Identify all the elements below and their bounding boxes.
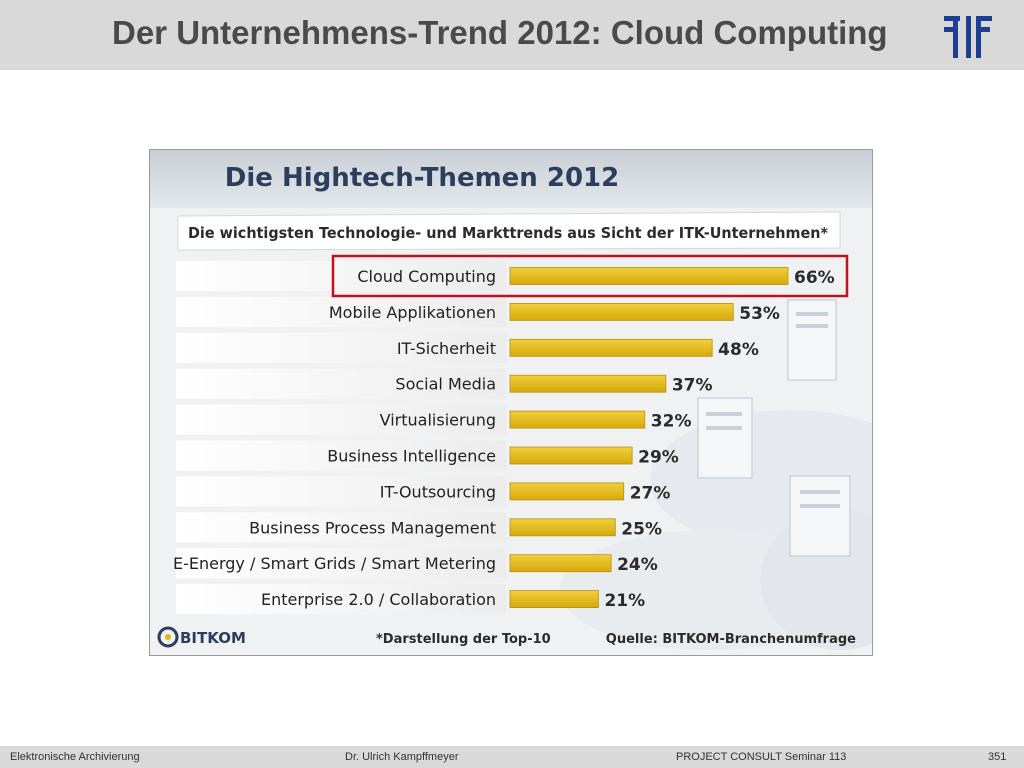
bar-value-label: 24% bbox=[617, 555, 658, 575]
category-row-bg bbox=[176, 332, 506, 363]
category-label: Business Intelligence bbox=[327, 447, 496, 466]
chart-footnote: *Darstellung der Top-10 bbox=[376, 632, 551, 647]
bar-value-label: 48% bbox=[718, 340, 759, 360]
category-row-bg bbox=[176, 476, 506, 507]
bar bbox=[509, 482, 625, 501]
category-label: Mobile Applikationen bbox=[329, 303, 496, 322]
category-label: E-Energy / Smart Grids / Smart Metering bbox=[173, 554, 496, 573]
slide-title: Der Unternehmens-Trend 2012: Cloud Compu… bbox=[112, 14, 888, 51]
slide-footer: Elektronische Archivierung Dr. Ulrich Ka… bbox=[0, 746, 1024, 768]
category-label: Cloud Computing bbox=[357, 267, 496, 286]
bar-value-label: 27% bbox=[630, 483, 671, 503]
category-row-bg bbox=[176, 584, 506, 615]
category-row-bg bbox=[176, 512, 506, 543]
cloud-computing-highlight bbox=[331, 254, 849, 298]
server-illustration-icon bbox=[697, 299, 851, 557]
category-row-bg bbox=[176, 404, 506, 435]
category-label: IT-Outsourcing bbox=[380, 482, 496, 501]
bar bbox=[509, 518, 616, 537]
category-row-bg bbox=[176, 296, 506, 327]
bar-value-label: 21% bbox=[604, 591, 645, 611]
chart-source: Quelle: BITKOM-Branchenumfrage bbox=[606, 632, 856, 647]
category-label: Virtualisierung bbox=[380, 411, 496, 430]
bar bbox=[509, 267, 789, 285]
footer-seminar: PROJECT CONSULT Seminar 113 bbox=[676, 751, 847, 763]
hightech-chart: Die Hightech-Themen 2012 Die wichtigsten… bbox=[150, 150, 872, 655]
category-label: Social Media bbox=[395, 375, 496, 394]
bar-value-label: 29% bbox=[638, 448, 679, 468]
footer-author: Dr. Ulrich Kampffmeyer bbox=[345, 751, 459, 763]
footer-page-number: 351 bbox=[988, 751, 1007, 763]
footer-course: Elektronische Archivierung bbox=[10, 751, 140, 763]
chart-subtitle: Die wichtigsten Technologie- und Markttr… bbox=[188, 224, 828, 242]
bitkom-logo: BITKOM bbox=[157, 626, 246, 648]
bitkom-brand: BITKOM bbox=[180, 629, 246, 647]
category-label: Business Process Management bbox=[249, 518, 496, 537]
category-row-bg bbox=[176, 440, 506, 471]
bar-value-label: 32% bbox=[651, 412, 692, 432]
bar-value-label: 53% bbox=[739, 304, 780, 324]
slide-header: Der Unternehmens-Trend 2012: Cloud Compu… bbox=[0, 0, 1024, 70]
category-label: Enterprise 2.0 / Collaboration bbox=[261, 590, 496, 609]
category-row-bg bbox=[176, 548, 506, 579]
project-consult-logo-icon bbox=[944, 16, 992, 58]
category-label: IT-Sicherheit bbox=[397, 339, 496, 358]
chart-image: Die Hightech-Themen 2012 Die wichtigsten… bbox=[149, 149, 873, 656]
chart-title: Die Hightech-Themen 2012 bbox=[225, 163, 619, 193]
bar bbox=[509, 302, 734, 321]
bar-value-label: 37% bbox=[672, 376, 713, 396]
bar bbox=[509, 554, 612, 573]
bar bbox=[509, 590, 599, 609]
bar bbox=[509, 446, 633, 465]
category-row-bg bbox=[176, 368, 506, 399]
category-row-bg bbox=[176, 261, 506, 291]
bar bbox=[509, 374, 667, 393]
bar-value-label: 25% bbox=[621, 519, 662, 539]
bar-value-label: 66% bbox=[794, 268, 835, 288]
bar bbox=[509, 338, 713, 357]
bar bbox=[509, 410, 646, 429]
